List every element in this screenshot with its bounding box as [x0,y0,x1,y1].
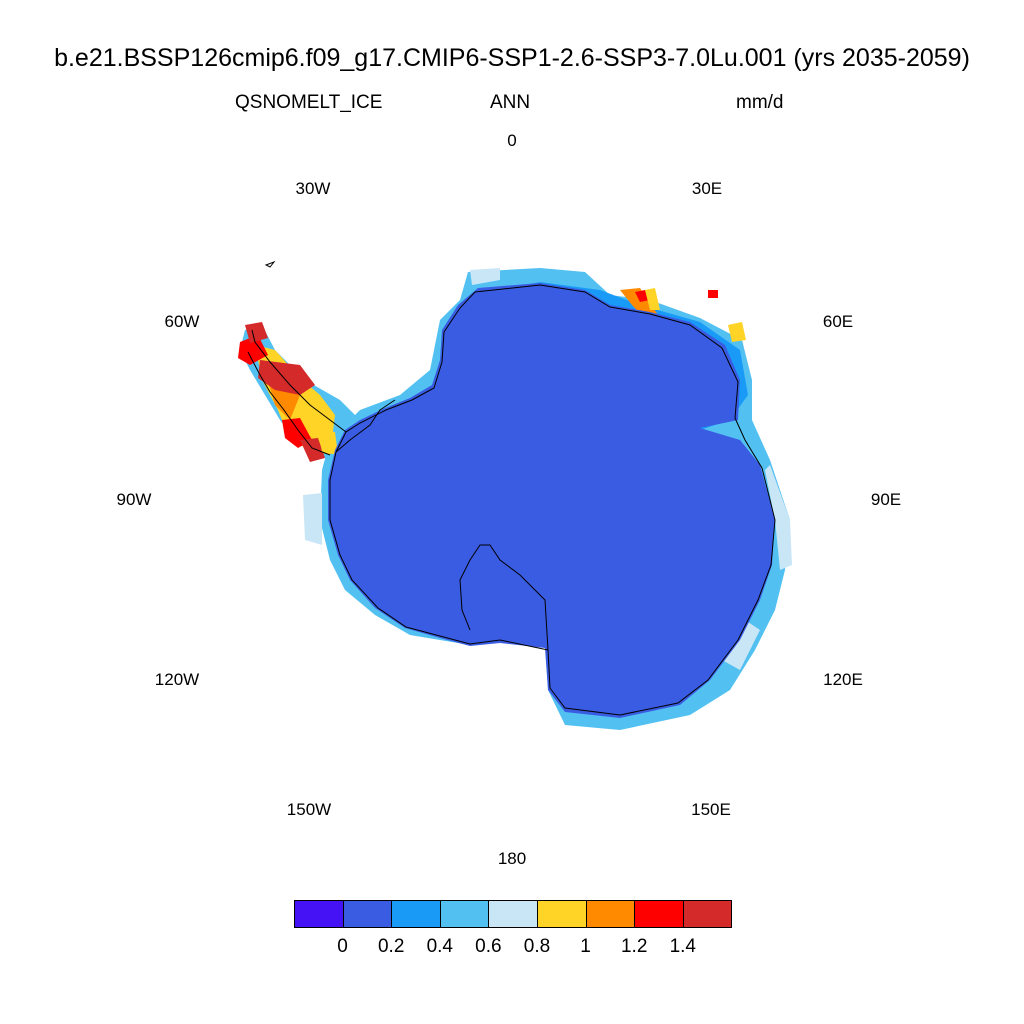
units-label: mm/d [736,92,784,113]
colorbar-swatch [391,900,441,928]
coastline-main [474,284,776,716]
antarctica-map [238,260,792,730]
colorbar-swatch [585,900,636,928]
colorbar-tick-label: 1 [580,936,591,957]
lon-label-120w: 120W [154,670,200,689]
coastal-dark-cells-n [470,282,748,430]
ne-red-cell-2 [708,290,718,298]
peninsula-darkred-2 [245,322,268,343]
colorbar-tick-label: 0 [337,936,348,957]
colorbar-tick-label: 0.6 [475,936,502,957]
colorbar-swatch [634,900,684,928]
colorbar-tick-label: 0.2 [377,936,405,957]
colorbar-swatch [439,900,490,928]
variable-label: QSNOMELT_ICE [235,92,383,113]
coastline-west [329,291,549,651]
colorbar-tick-label: 1.2 [620,936,648,957]
colorbar-swatch [682,900,733,928]
lon-label-60w: 60W [164,312,200,331]
peninsula-darkred-3 [300,438,325,462]
lon-label-180: 180 [497,849,527,868]
lon-label-150e: 150E [691,800,731,819]
lon-label-150w: 150W [286,800,332,819]
lon-label-0: 0 [507,131,517,150]
peninsula-coast [251,329,347,433]
season-label: ANN [490,92,531,113]
colorbar-swatch [342,900,393,928]
peninsula-yellow-2 [318,430,338,455]
lon-label-90w: 90W [116,490,152,509]
lon-label-90e: 90E [870,490,902,509]
lon-label-120e: 120E [823,670,863,689]
colorbar-tick-label: 0.8 [523,936,551,957]
ne-yellow-cell [728,322,746,342]
coastal-light-cells-w [303,493,322,545]
south-georgia-island [264,260,276,268]
lon-label-60e: 60E [822,312,854,331]
coastline [247,284,776,716]
ne-yellow-cell-2 [645,288,660,310]
coastal-light-cells-n [470,268,500,285]
plot-title: b.e21.BSSP126cmip6.f09_g17.CMIP6-SSP1-2.… [54,44,970,72]
lon-label-30e: 30E [691,179,723,198]
colorbar-swatch [294,900,344,928]
peninsula-darkred-1 [258,360,315,395]
lon-label-30w: 30W [295,179,331,198]
coastal-light-cells-e [765,465,792,570]
antarctic-peninsula [238,322,360,462]
colorbar-tick-label: 0.4 [426,936,454,957]
colorbar-tick-label: 1.4 [669,936,697,957]
ice-sheet-interior [328,283,775,718]
colorbar-swatch [537,900,587,928]
ross-ice-shelf [459,544,549,651]
peninsula-red-1 [238,335,268,365]
ronne-ice-shelf [335,399,396,453]
colorbar-swatch [488,900,538,928]
peninsula-coast-2 [247,351,331,456]
